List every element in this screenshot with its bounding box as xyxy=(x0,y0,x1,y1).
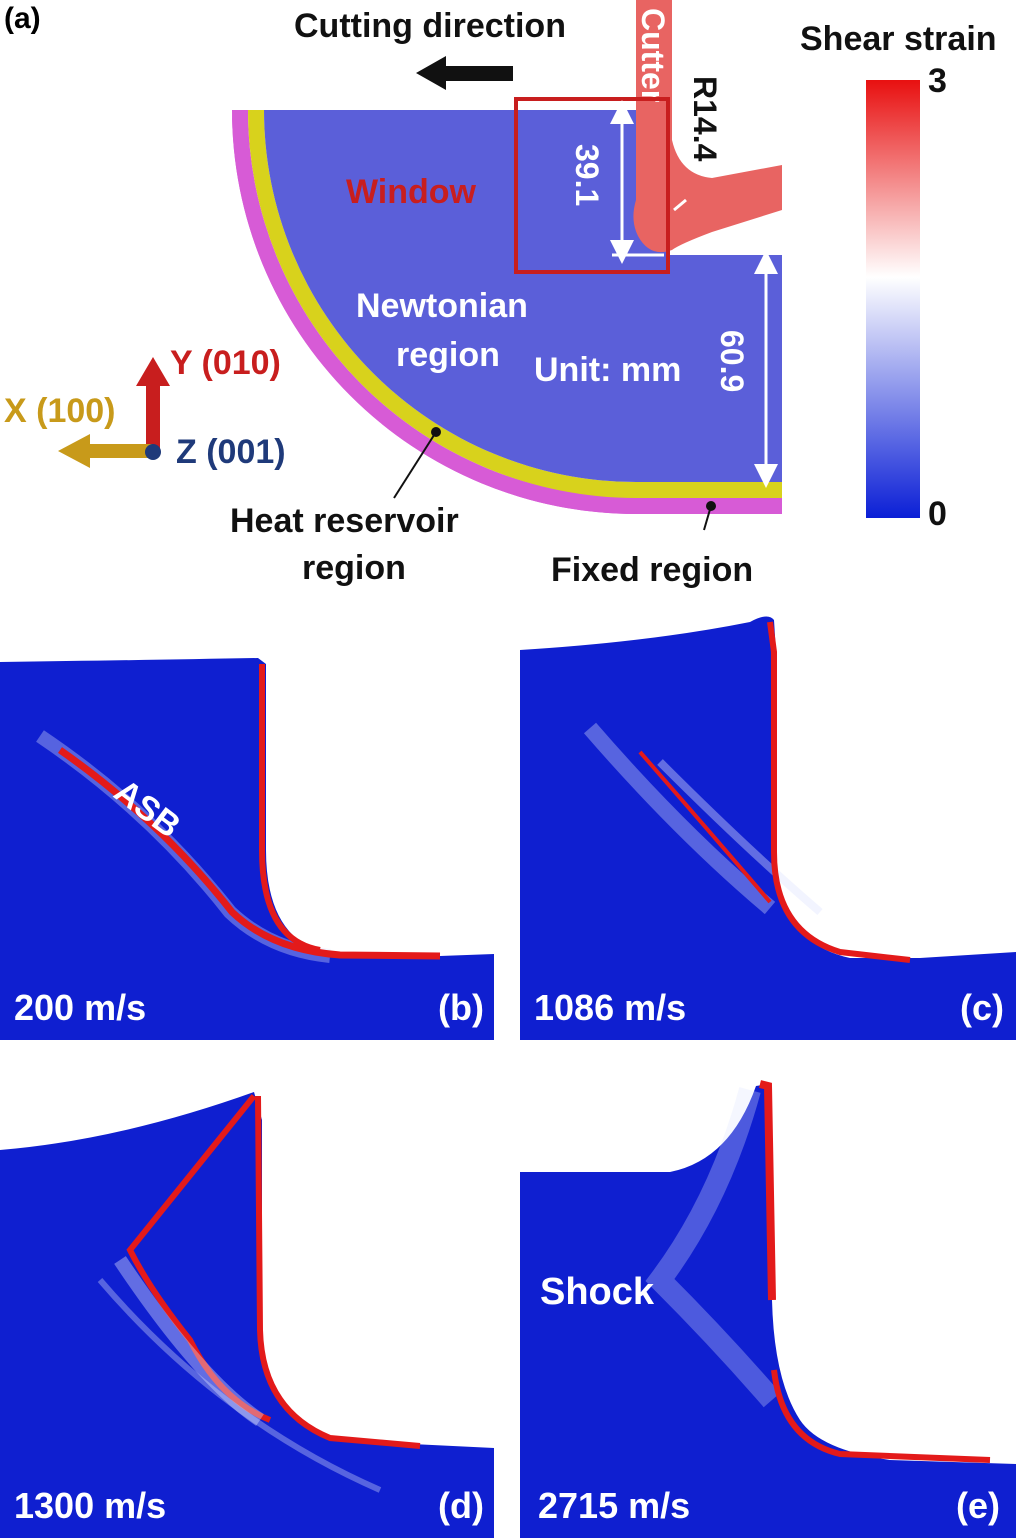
panel-a: (a) Cutter R14.4 Window 39.1 60.9 Newton… xyxy=(4,0,997,589)
simulation-field xyxy=(520,1084,1016,1538)
panel-label-e: (e) xyxy=(956,1485,1000,1526)
simulation-field xyxy=(0,658,494,1040)
axis-y-arrow xyxy=(136,357,170,452)
axis-x-arrow xyxy=(58,434,152,468)
unit-label: Unit: mm xyxy=(534,351,681,389)
dim-height-label: 60.9 xyxy=(714,330,750,392)
heat-reservoir-region xyxy=(248,110,782,498)
panel-label-d: (d) xyxy=(438,1485,484,1526)
simulation-field xyxy=(0,1092,494,1538)
panel-a-label: (a) xyxy=(4,2,41,35)
shock-label: Shock xyxy=(540,1271,655,1313)
colorbar-gradient xyxy=(866,80,920,518)
cutting-direction-label: Cutting direction xyxy=(294,7,566,45)
axis-y-label: Y (010) xyxy=(170,344,281,382)
cutter xyxy=(633,0,782,253)
speed-label-b: 200 m/s xyxy=(14,987,146,1028)
panel-c: 1086 m/s (c) xyxy=(520,616,1016,1040)
simulation-field xyxy=(520,616,1016,1040)
speed-label-c: 1086 m/s xyxy=(534,987,686,1028)
panel-label-c: (c) xyxy=(960,987,1004,1028)
newtonian-label-2: region xyxy=(396,336,500,374)
colorbar-max: 3 xyxy=(928,62,947,100)
panel-d: 1300 m/s (d) xyxy=(0,1092,494,1538)
heat-reservoir-label-1: Heat reservoir xyxy=(230,502,459,540)
axis-z-dot xyxy=(145,444,161,460)
speed-label-d: 1300 m/s xyxy=(14,1485,166,1526)
window-box xyxy=(514,97,670,274)
cutting-direction-arrow xyxy=(416,56,513,90)
colorbar-title: Shear strain xyxy=(800,20,997,58)
cutter-label: Cutter xyxy=(635,8,671,102)
axis-z-label: Z (001) xyxy=(176,433,286,471)
dim-window-label: 39.1 xyxy=(569,144,605,206)
newtonian-label-1: Newtonian xyxy=(356,287,528,325)
fixed-region-label: Fixed region xyxy=(551,551,753,589)
panel-b: ASB 200 m/s (b) xyxy=(0,658,494,1040)
colorbar-min: 0 xyxy=(928,495,947,533)
colorbar: Shear strain 3 0 xyxy=(800,20,997,533)
speed-label-e: 2715 m/s xyxy=(538,1485,690,1526)
radius-label: R14.4 xyxy=(687,76,723,162)
axis-x-label: X (100) xyxy=(4,392,116,430)
panel-e: Shock 2715 m/s (e) xyxy=(520,1080,1016,1538)
heat-reservoir-label-2: region xyxy=(302,549,406,587)
panel-label-b: (b) xyxy=(438,987,484,1028)
window-label: Window xyxy=(346,173,477,211)
coordinate-axes: Y (010) X (100) Z (001) xyxy=(4,344,286,471)
